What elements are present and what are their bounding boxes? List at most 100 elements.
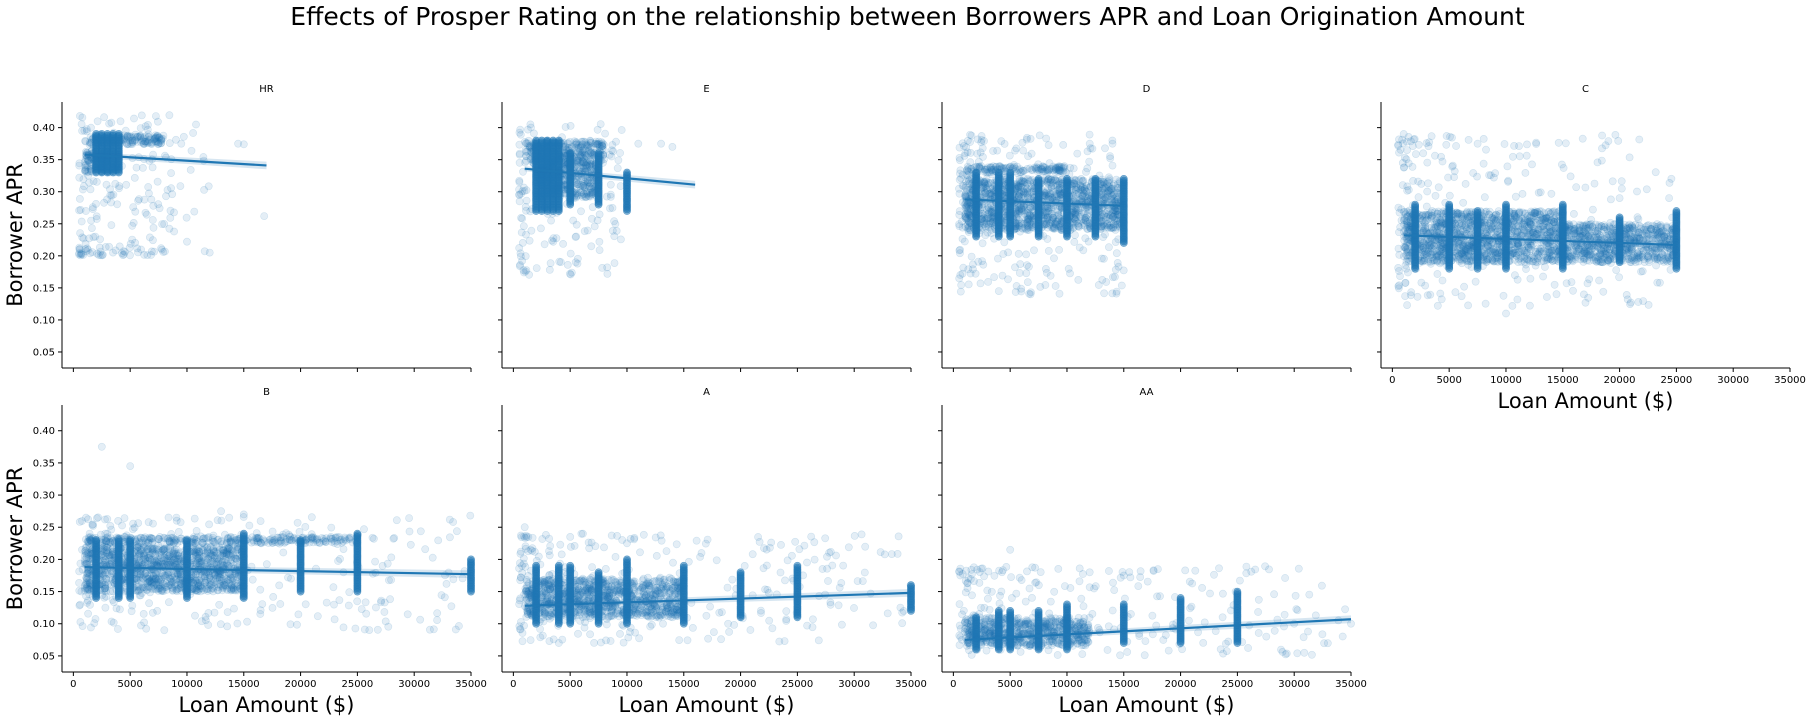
scatter-point: [1431, 191, 1440, 200]
dense-point: [1102, 212, 1110, 221]
scatter-point: [962, 170, 971, 179]
dense-point: [961, 212, 969, 221]
dense-point: [1020, 188, 1028, 197]
dense-point: [578, 148, 586, 157]
dense-point: [962, 181, 970, 190]
dense-point: [980, 177, 989, 186]
scatter-point: [1437, 152, 1445, 161]
scatter-point: [962, 143, 971, 152]
dense-point: [1103, 180, 1111, 189]
scatter-point: [966, 269, 975, 278]
dense-point: [1055, 179, 1064, 188]
dense-point: [81, 137, 90, 146]
scatter-point: [957, 281, 966, 289]
dense-point: [573, 139, 581, 148]
dense-point: [1042, 219, 1051, 228]
dense-point: [999, 164, 1008, 172]
scatter-point: [1436, 289, 1445, 298]
scatter-point: [1083, 164, 1092, 173]
scatter-point: [147, 251, 155, 259]
dense-point: [1077, 216, 1086, 225]
dense-point: [1023, 219, 1032, 228]
dense-point: [1079, 208, 1088, 217]
dense-point: [984, 206, 993, 215]
dense-point: [1046, 178, 1055, 187]
dense-point: [1049, 213, 1057, 222]
scatter-point: [525, 236, 534, 245]
scatter-point: [1074, 275, 1083, 284]
facet-title: HR: [259, 84, 274, 95]
regression-line: [84, 153, 267, 167]
dense-point: [130, 136, 139, 145]
dense-point: [1041, 167, 1049, 176]
dense-point: [1112, 206, 1120, 215]
dense-point: [1057, 162, 1066, 171]
dense-point: [579, 158, 588, 167]
dense-point: [1042, 188, 1051, 197]
dense-point: [1048, 178, 1057, 187]
scatter-point: [1100, 254, 1108, 263]
dense-point: [144, 132, 153, 141]
dense-point: [1024, 192, 1032, 201]
dense-point: [1038, 165, 1047, 174]
dense-point: [524, 142, 533, 150]
dense-point: [1055, 189, 1064, 197]
dense-point: [1042, 220, 1051, 228]
dense-point: [1043, 177, 1052, 185]
dense-point: [1050, 223, 1058, 232]
dense-point: [1047, 189, 1055, 198]
scatter-point: [79, 185, 87, 194]
dense-point: [983, 205, 991, 214]
scatter-point: [1026, 134, 1035, 143]
scatter-point: [147, 247, 156, 256]
scatter-point: [1108, 139, 1117, 148]
dense-point: [1099, 191, 1107, 200]
dense-point: [128, 136, 136, 145]
scatter-point: [1085, 130, 1094, 139]
dense-point: [154, 140, 163, 149]
dense-point: [1060, 162, 1069, 171]
scatter-point: [92, 177, 101, 186]
scatter-point: [964, 203, 973, 211]
scatter-point: [1569, 286, 1577, 295]
dense-point: [1083, 209, 1092, 218]
dense-point: [982, 185, 990, 193]
dense-point: [1108, 192, 1117, 200]
dense-point: [146, 135, 154, 144]
scatter-point: [166, 213, 175, 222]
scatter-point: [120, 250, 128, 259]
scatter-point: [1515, 142, 1523, 150]
dense-point: [155, 138, 164, 147]
dense-point: [980, 213, 988, 222]
dense-point: [1044, 166, 1053, 175]
stripe-point: [1119, 174, 1128, 183]
scatter-point: [608, 141, 617, 149]
dense-point: [1072, 217, 1081, 226]
dense-point: [1078, 192, 1087, 201]
scatter-point: [100, 113, 108, 122]
scatter-point: [521, 252, 530, 261]
dense-point: [1051, 168, 1059, 176]
dense-point: [1023, 218, 1032, 227]
scatter-point: [109, 248, 117, 257]
scatter-point: [1601, 141, 1610, 150]
dense-point: [1011, 164, 1020, 173]
dense-point: [1104, 182, 1112, 190]
dense-point: [1105, 221, 1114, 230]
dense-point: [983, 210, 992, 219]
scatter-point: [516, 249, 525, 258]
scatter-point: [1585, 275, 1594, 284]
scatter-point: [170, 227, 178, 236]
dense-point: [1047, 205, 1056, 213]
scatter-point: [147, 195, 156, 204]
dense-point: [1016, 168, 1025, 177]
dense-point: [126, 133, 135, 142]
scatter-point: [998, 271, 1007, 280]
dense-point: [1057, 167, 1065, 175]
scatter-point: [160, 247, 169, 256]
dense-point: [584, 182, 593, 191]
scatter-point: [607, 146, 616, 155]
dense-point: [1017, 203, 1025, 212]
scatter-point: [1117, 281, 1126, 290]
scatter-point: [1081, 234, 1090, 243]
